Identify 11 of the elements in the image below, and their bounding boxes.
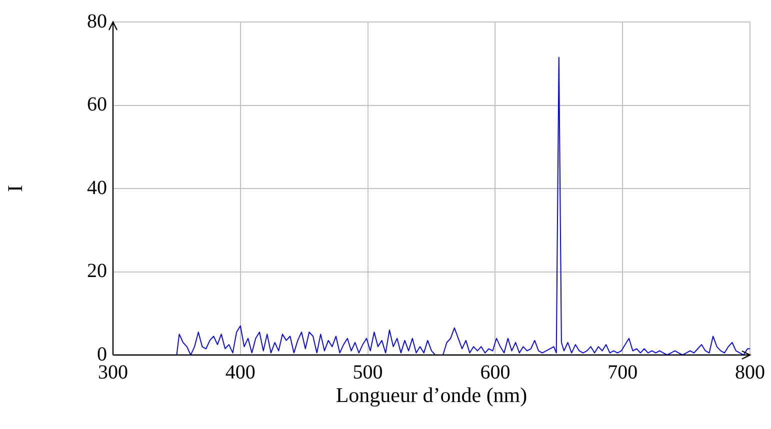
x-tick-label: 800 [735,361,765,384]
x-axis-title: Longueur d’onde (nm) [336,382,528,407]
x-tick-label: 600 [480,361,510,384]
y-axis-title: I [3,185,28,192]
y-tick-label: 20 [87,260,107,282]
y-tick-label: 40 [87,176,107,199]
x-tick-label: 400 [225,361,256,384]
x-tick-label: 500 [352,361,383,384]
y-tick-label: 80 [87,10,107,32]
x-tick-label: 700 [608,361,638,384]
y-tick-label: 60 [87,94,107,116]
